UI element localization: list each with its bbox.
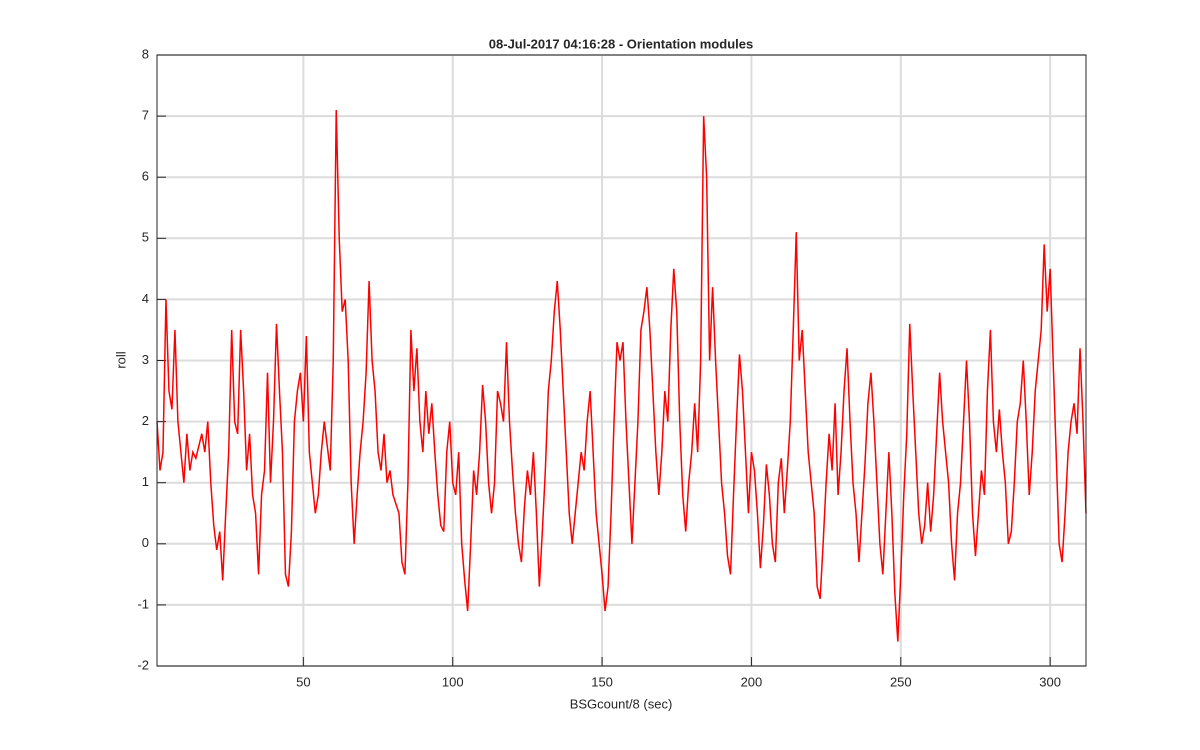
chart-title: 08-Jul-2017 04:16:28 - Orientation modul…	[489, 36, 753, 51]
y-tick-label: 7	[142, 108, 149, 123]
x-tick-label: 150	[591, 674, 613, 689]
x-axis-label: BSGcount/8 (sec)	[570, 696, 673, 711]
x-tick-label: 250	[890, 674, 912, 689]
y-tick-label: 6	[142, 169, 149, 184]
data-line	[156, 109, 1087, 642]
x-tick-label: 200	[741, 674, 763, 689]
y-axis-label: roll	[113, 351, 128, 368]
x-tick-label: 50	[296, 674, 310, 689]
y-tick-label: 0	[142, 535, 149, 550]
y-tick-label: 3	[142, 352, 149, 367]
y-tick-label: 8	[142, 46, 149, 61]
y-tick-label: 5	[142, 230, 149, 245]
x-tick-label: 300	[1039, 674, 1061, 689]
y-tick-label: -1	[137, 596, 149, 611]
y-tick-label: 2	[142, 413, 149, 428]
y-tick-label: -2	[137, 657, 149, 672]
y-tick-label: 1	[142, 474, 149, 489]
y-tick-label: 4	[142, 291, 149, 306]
x-tick-label: 100	[442, 674, 464, 689]
axes-box	[156, 54, 1087, 667]
